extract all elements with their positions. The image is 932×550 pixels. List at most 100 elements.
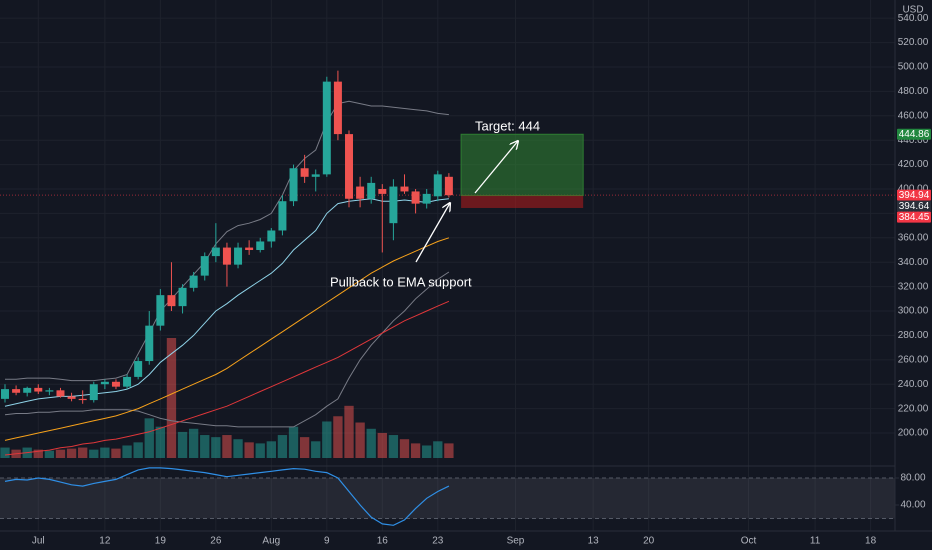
volume-bar bbox=[344, 405, 354, 458]
oscillator-line bbox=[4, 467, 450, 526]
candle-body bbox=[167, 295, 176, 307]
volume-bar bbox=[444, 443, 454, 458]
y-tick-label: 40.00 bbox=[900, 500, 925, 511]
currency-label: USD bbox=[902, 5, 923, 16]
volume-bar bbox=[55, 449, 66, 458]
candle-body bbox=[145, 325, 154, 362]
volume-bar bbox=[78, 447, 88, 458]
x-tick-label: 9 bbox=[324, 536, 330, 547]
y-tick-label: 520.00 bbox=[898, 37, 929, 48]
candle-body bbox=[289, 168, 298, 202]
volume-bar bbox=[155, 426, 166, 458]
profit-zone bbox=[460, 133, 584, 197]
volume-bar bbox=[66, 448, 77, 458]
candle-body bbox=[278, 201, 287, 231]
oscillator-band bbox=[0, 478, 895, 519]
candle-body bbox=[222, 247, 231, 265]
candle-body bbox=[156, 295, 165, 326]
y-tick-label: 220.00 bbox=[898, 403, 929, 414]
y-tick-label: 300.00 bbox=[898, 306, 929, 317]
y-tick-label: 360.00 bbox=[898, 232, 929, 243]
volume-bar bbox=[277, 435, 288, 458]
price-label-bg bbox=[897, 189, 931, 201]
volume-bar bbox=[311, 441, 321, 458]
x-tick-label: 11 bbox=[810, 536, 821, 547]
candle-body bbox=[256, 241, 265, 251]
candle-body bbox=[45, 390, 54, 392]
x-tick-label: 23 bbox=[432, 536, 444, 547]
y-tick-label: 420.00 bbox=[898, 159, 929, 170]
x-tick-label: 19 bbox=[155, 536, 167, 547]
candle-body bbox=[389, 186, 398, 224]
volume-bar bbox=[377, 432, 387, 458]
price-label-bg bbox=[897, 200, 931, 212]
candle-body bbox=[245, 247, 254, 251]
candle-body bbox=[67, 396, 76, 399]
candle-body bbox=[345, 134, 354, 199]
price-label: 394.64 bbox=[899, 201, 930, 212]
volume-bar bbox=[111, 448, 121, 458]
moving-average bbox=[4, 237, 450, 441]
y-tick-label: 240.00 bbox=[898, 379, 929, 390]
volume-bar bbox=[122, 445, 132, 458]
price-label: 394.94 bbox=[899, 190, 930, 201]
volume-bar bbox=[366, 428, 376, 458]
candle-body bbox=[123, 376, 132, 387]
candle-body bbox=[211, 247, 220, 257]
volume-bar bbox=[288, 426, 299, 458]
x-tick-label: Sep bbox=[507, 536, 525, 547]
y-tick-label: 260.00 bbox=[898, 354, 929, 365]
volume-bar bbox=[166, 338, 177, 458]
annotation: Pullback to EMA support bbox=[330, 274, 472, 289]
candle-body bbox=[322, 81, 331, 175]
candle-body bbox=[0, 389, 9, 399]
volume-bar bbox=[355, 422, 365, 458]
y-tick-label: 320.00 bbox=[898, 281, 929, 292]
candle-body bbox=[56, 390, 65, 397]
x-tick-label: 18 bbox=[865, 536, 877, 547]
volume-bar bbox=[433, 441, 443, 458]
volume-bar bbox=[299, 437, 310, 458]
candle-body bbox=[111, 381, 120, 387]
candle-body bbox=[422, 193, 431, 204]
volume-bar bbox=[388, 435, 399, 458]
moving-average bbox=[4, 271, 450, 428]
volume-bar bbox=[266, 441, 276, 458]
volume-bar bbox=[322, 421, 332, 458]
volume-bar bbox=[211, 437, 221, 458]
y-tick-label: 400.00 bbox=[898, 184, 929, 195]
moving-average bbox=[4, 300, 450, 456]
x-tick-label: 13 bbox=[588, 536, 600, 547]
y-tick-label: 440.00 bbox=[898, 135, 929, 146]
candle-body bbox=[200, 256, 209, 276]
x-tick-label: Aug bbox=[262, 536, 280, 547]
volume-bar bbox=[144, 418, 154, 458]
y-tick-label: 480.00 bbox=[898, 86, 929, 97]
price-label-bg bbox=[897, 211, 931, 223]
candle-body bbox=[267, 230, 276, 242]
moving-average bbox=[4, 198, 449, 407]
candle-body bbox=[333, 81, 342, 135]
y-tick-label: 80.00 bbox=[900, 473, 925, 484]
volume-bar bbox=[233, 439, 243, 458]
x-tick-label: 12 bbox=[99, 536, 111, 547]
volume-bar bbox=[188, 428, 199, 458]
x-tick-label: 16 bbox=[377, 536, 389, 547]
volume-bar bbox=[422, 445, 432, 458]
volume-bar bbox=[177, 431, 188, 458]
volume-bar bbox=[399, 439, 410, 458]
candle-body bbox=[89, 384, 98, 401]
y-tick-label: 500.00 bbox=[898, 62, 929, 73]
candle-body bbox=[300, 168, 309, 177]
candle-body bbox=[367, 182, 376, 199]
y-tick-label: 200.00 bbox=[898, 428, 929, 439]
price-label: 444.86 bbox=[899, 129, 930, 140]
y-tick-label: 460.00 bbox=[898, 110, 929, 121]
volume-bar bbox=[410, 443, 421, 458]
x-tick-label: Oct bbox=[741, 536, 757, 547]
candle-body bbox=[311, 174, 320, 177]
candle-body bbox=[400, 186, 409, 192]
volume-bar bbox=[200, 435, 210, 458]
target-arrow bbox=[474, 141, 518, 194]
